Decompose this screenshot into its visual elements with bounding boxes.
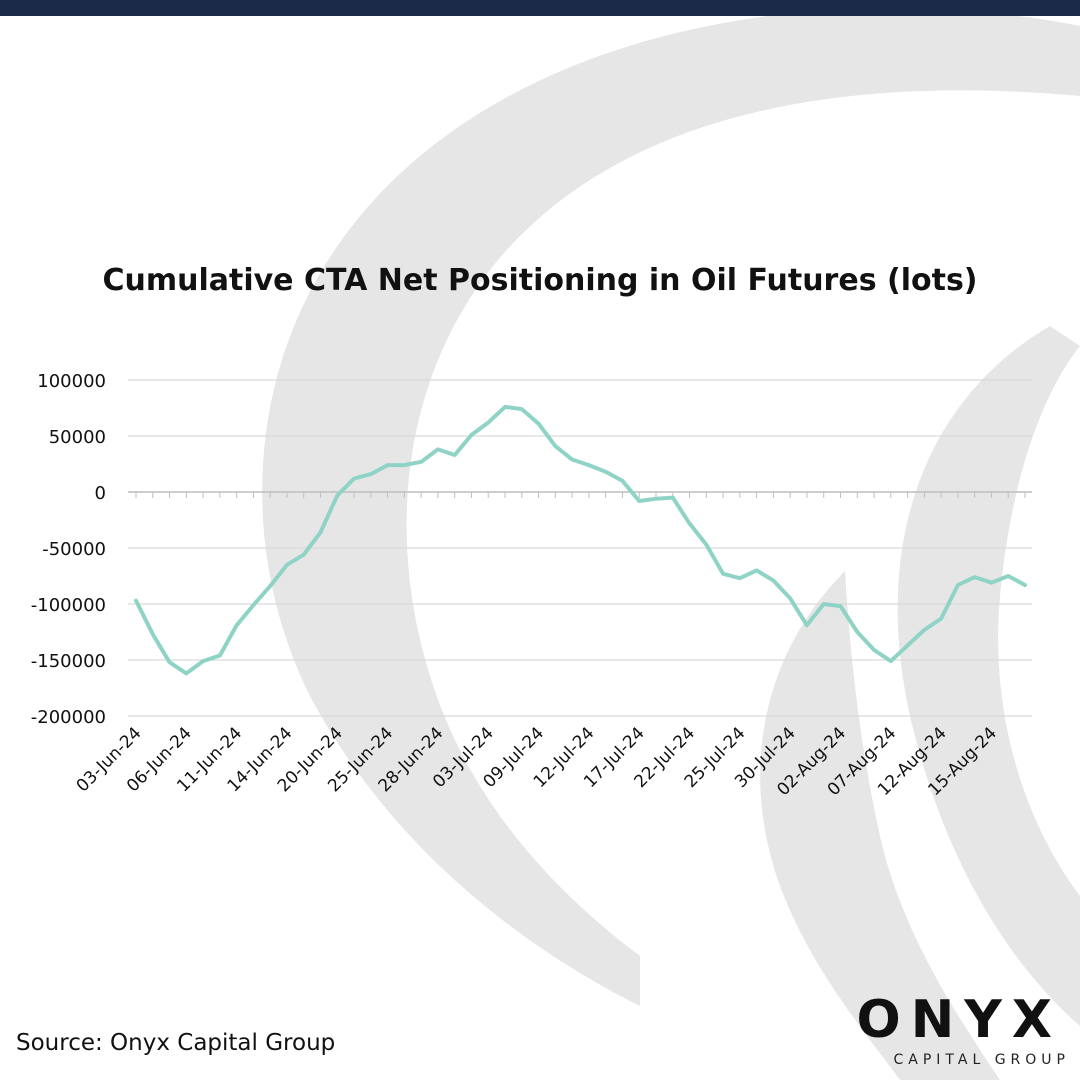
data-point: [386, 463, 390, 467]
logo-wordmark: ONYX: [856, 990, 1062, 1050]
data-point: [1023, 583, 1027, 587]
y-tick-label: 100000: [37, 371, 106, 392]
series-line: [134, 404, 1027, 676]
data-point: [285, 563, 289, 567]
data-point: [654, 497, 658, 501]
data-point: [788, 596, 792, 600]
data-point: [134, 599, 138, 603]
data-point: [1006, 574, 1010, 578]
y-tick-label: 50000: [49, 427, 106, 448]
y-tick-label: -200000: [31, 707, 106, 728]
y-tick-label: -150000: [31, 651, 106, 672]
data-point: [956, 583, 960, 587]
data-point: [453, 453, 457, 457]
data-point: [889, 659, 893, 663]
data-point: [168, 660, 172, 664]
y-tick-label: 0: [95, 483, 106, 504]
data-point: [604, 470, 608, 474]
y-tick-label: -50000: [42, 539, 106, 560]
top-banner-bar: [0, 0, 1080, 16]
data-point: [838, 604, 842, 608]
data-point: [352, 477, 356, 481]
data-point: [218, 654, 222, 658]
line-chart: 100000500000-50000-100000-150000-200000 …: [31, 371, 1032, 800]
data-point: [302, 553, 306, 557]
data-point: [503, 405, 507, 409]
onyx-logo: ONYX CAPITAL GROUP: [830, 990, 1070, 1070]
data-point: [755, 568, 759, 572]
data-point: [906, 643, 910, 647]
data-point: [268, 584, 272, 588]
data-point: [436, 447, 440, 451]
data-point: [704, 543, 708, 547]
data-point: [973, 575, 977, 579]
data-point: [537, 422, 541, 426]
data-point: [939, 617, 943, 621]
data-point: [855, 630, 859, 634]
data-point: [570, 458, 574, 462]
data-point: [469, 433, 473, 437]
data-point: [771, 578, 775, 582]
data-point: [738, 576, 742, 580]
data-point: [520, 407, 524, 411]
data-point: [989, 581, 993, 585]
data-point: [922, 628, 926, 632]
data-point: [235, 623, 239, 627]
data-point: [620, 479, 624, 483]
data-point: [688, 521, 692, 525]
chart-title: Cumulative CTA Net Positioning in Oil Fu…: [102, 263, 978, 298]
source-note: Source: Onyx Capital Group: [16, 1030, 336, 1056]
data-point: [671, 496, 675, 500]
data-point: [587, 463, 591, 467]
flame-watermark: [262, 16, 1080, 1080]
data-point: [805, 623, 809, 627]
data-point: [251, 603, 255, 607]
data-point: [201, 659, 205, 663]
y-tick-label: -100000: [31, 595, 106, 616]
data-point: [721, 572, 725, 576]
data-point: [822, 602, 826, 606]
data-point: [184, 671, 188, 675]
data-point: [486, 421, 490, 425]
logo-subtitle: CAPITAL GROUP: [893, 1052, 1070, 1068]
data-point: [553, 444, 557, 448]
data-point: [872, 648, 876, 652]
data-point: [319, 530, 323, 534]
data-point: [637, 499, 641, 503]
data-point: [369, 472, 373, 476]
data-point: [419, 460, 423, 464]
data-point: [151, 632, 155, 636]
data-point: [335, 493, 339, 497]
data-point: [402, 463, 406, 467]
